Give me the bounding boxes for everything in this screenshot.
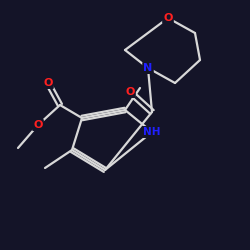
Text: O: O: [43, 78, 53, 88]
Text: N: N: [144, 63, 152, 73]
Text: O: O: [125, 87, 135, 97]
Text: NH: NH: [143, 127, 161, 137]
Text: O: O: [43, 78, 53, 88]
Text: NH: NH: [143, 127, 161, 137]
Text: O: O: [33, 120, 43, 130]
Text: N: N: [144, 63, 152, 73]
Text: O: O: [125, 87, 135, 97]
Text: O: O: [163, 13, 173, 23]
Text: O: O: [163, 13, 173, 23]
Text: O: O: [33, 120, 43, 130]
